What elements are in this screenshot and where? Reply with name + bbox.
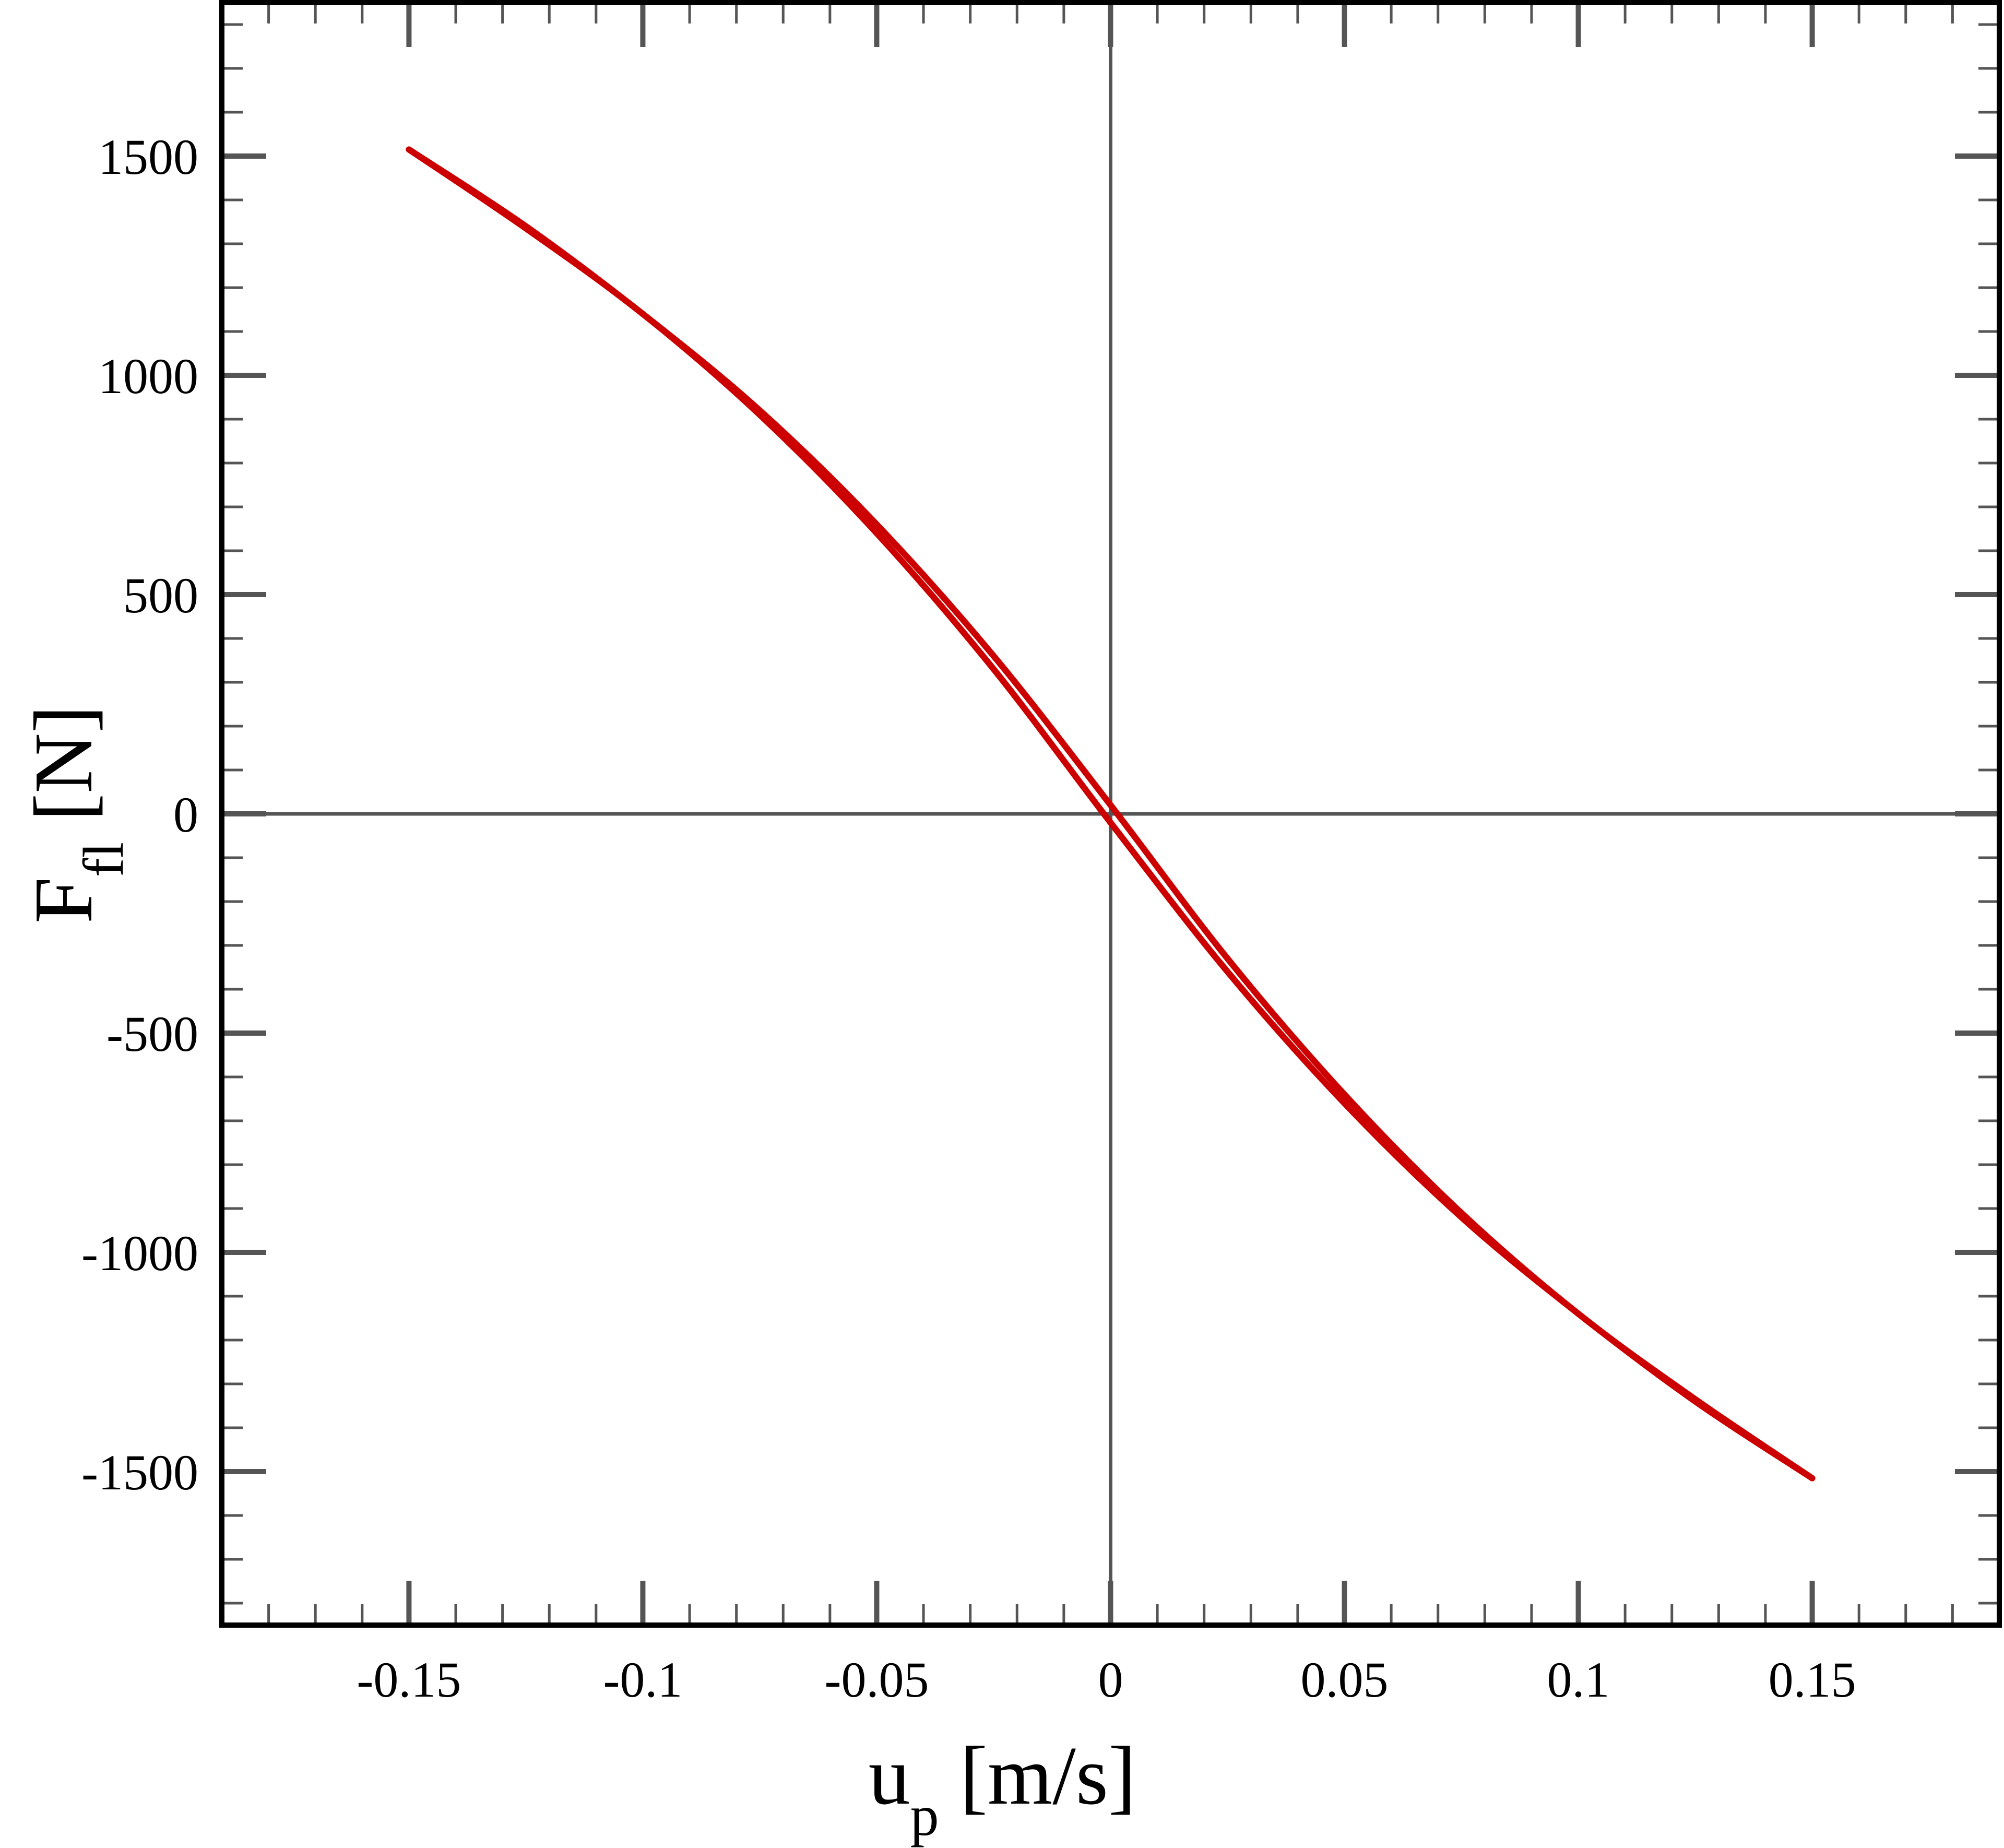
- x-tick-label: -0.15: [357, 1652, 461, 1708]
- y-tick-labels: -1500 -1000 -500 0 500 1000 1500: [81, 129, 198, 1500]
- y-tick-label: -1500: [81, 1444, 198, 1500]
- zero-lines: [222, 3, 1999, 1625]
- x-axis-unit: [m/s]: [939, 1729, 1136, 1822]
- major-ticks: [222, 3, 1999, 1625]
- y-axis-sub: fl: [72, 842, 135, 877]
- y-tick-label: -500: [106, 1006, 198, 1062]
- series-line-2: [406, 146, 1816, 1482]
- x-tick-labels: -0.15 -0.1 -0.05 0 0.05 0.1 0.15: [357, 1652, 1856, 1708]
- x-axis-main: u: [869, 1729, 910, 1822]
- x-tick-label: 0.15: [1769, 1652, 1856, 1708]
- x-axis-title: up [m/s]: [869, 1729, 1136, 1847]
- y-axis-title: Ffl [N]: [17, 705, 135, 923]
- series-group: [406, 146, 1816, 1482]
- x-tick-label: 0: [1098, 1652, 1123, 1708]
- plot-frame: [219, 0, 2002, 1628]
- x-tick-label: 0.1: [1547, 1652, 1610, 1708]
- y-tick-label: 1500: [98, 129, 198, 185]
- y-tick-label: 500: [123, 567, 198, 623]
- y-tick-label: 0: [173, 787, 198, 843]
- x-axis-sub: p: [910, 1784, 939, 1847]
- y-tick-label: -1000: [81, 1225, 198, 1281]
- y-axis-main: F: [17, 877, 110, 923]
- y-tick-label: 1000: [98, 348, 198, 404]
- y-axis-unit: [N]: [17, 705, 110, 842]
- x-tick-label: 0.05: [1301, 1652, 1389, 1708]
- x-tick-label: -0.1: [603, 1652, 682, 1708]
- x-tick-label: -0.05: [824, 1652, 929, 1708]
